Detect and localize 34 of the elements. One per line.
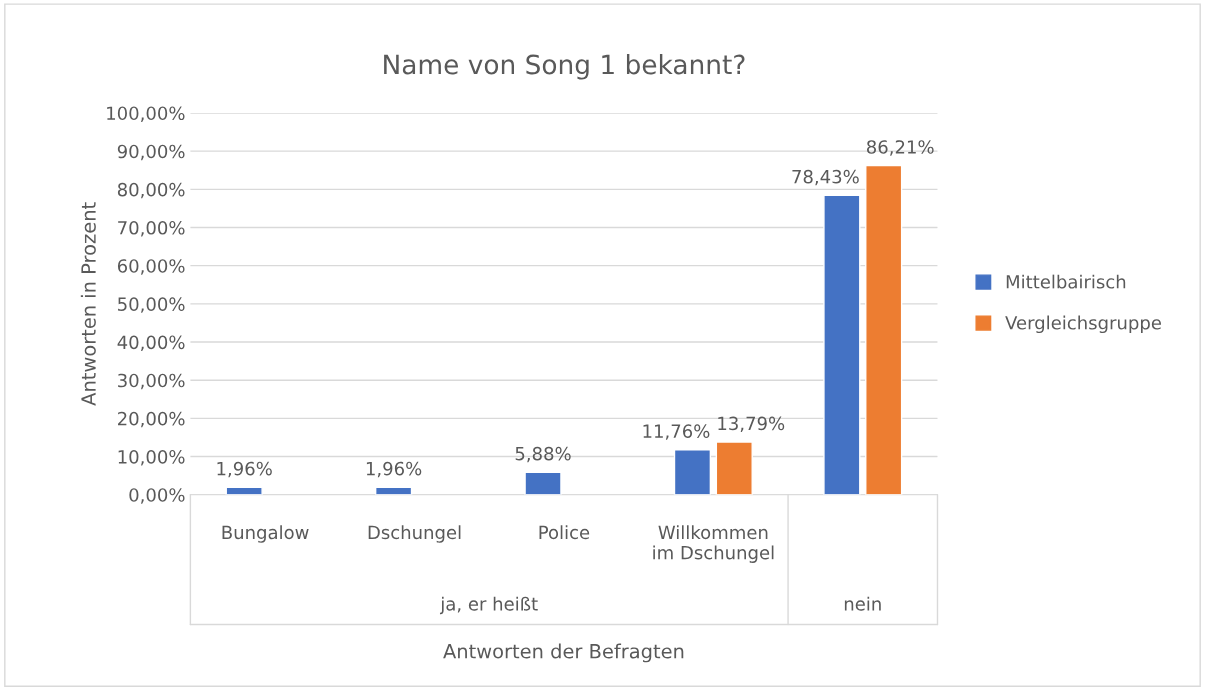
- data-label: 86,21%: [866, 140, 934, 156]
- data-label: 78,43%: [792, 169, 859, 186]
- x-tick-label: Willkommen im Dschungel: [653, 525, 774, 563]
- text: nein: [844, 596, 881, 611]
- data-label: 11,76%: [643, 424, 710, 440]
- bar: [715, 441, 753, 495]
- y-tick-label: 0,00%: [129, 488, 185, 504]
- y-tick-label: 30,00%: [118, 373, 185, 390]
- bar: [524, 471, 562, 495]
- y-tick-label: 90,00%: [117, 144, 185, 161]
- data-label: 13,79%: [718, 416, 785, 433]
- x-tick-label: Dschungel: [368, 525, 461, 543]
- x-axis-title: Antworten der Befragten: [443, 643, 684, 663]
- legend-label: Vergleichsgruppe: [1005, 315, 1161, 334]
- y-tick-label: 10,00%: [118, 449, 185, 466]
- chart-title: Name von Song 1 bekannt?: [384, 54, 745, 80]
- y-tick-label: 70,00%: [118, 220, 185, 237]
- text: ja, er heißt: [439, 596, 538, 615]
- x-tick-label: Police: [539, 525, 590, 540]
- x-tick-label: Bungalow: [222, 525, 309, 543]
- bar: [673, 449, 712, 495]
- y-tick-label: 80,00%: [117, 182, 185, 199]
- y-tick-label: 20,00%: [118, 411, 185, 428]
- bar: [823, 194, 861, 495]
- bar: [865, 164, 903, 495]
- y-tick-label: 40,00%: [117, 335, 185, 351]
- legend-label: Mittelbairisch: [1006, 274, 1126, 289]
- y-axis-title: Antworten in Prozent: [80, 202, 96, 406]
- y-tick-label: 60,00%: [117, 259, 185, 275]
- y-tick-label: 100,00%: [107, 106, 185, 122]
- data-label: 1,96%: [217, 461, 272, 478]
- data-label: 5,88%: [515, 446, 571, 463]
- y-tick-label: 50,00%: [118, 297, 185, 313]
- data-label: 1,96%: [366, 461, 422, 478]
